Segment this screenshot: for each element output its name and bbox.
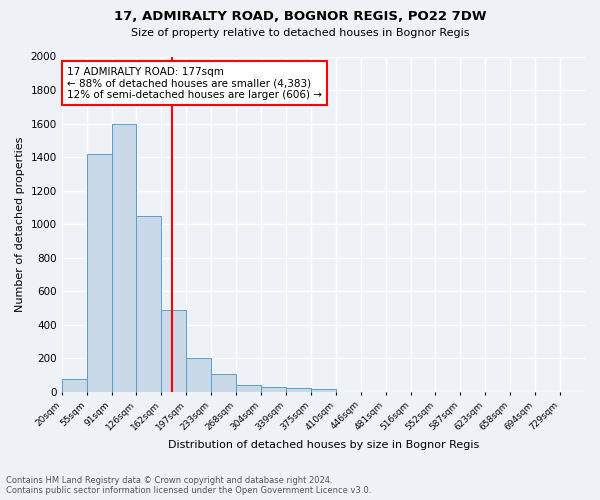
Text: Size of property relative to detached houses in Bognor Regis: Size of property relative to detached ho… (131, 28, 469, 38)
Bar (112, 124, 136, 392)
X-axis label: Distribution of detached houses by size in Bognor Regis: Distribution of detached houses by size … (168, 440, 479, 450)
Bar (236, 385, 261, 392)
Text: 17, ADMIRALTY ROAD, BOGNOR REGIS, PO22 7DW: 17, ADMIRALTY ROAD, BOGNOR REGIS, PO22 7… (114, 10, 486, 23)
Bar (211, 374, 236, 392)
Bar (86, 154, 112, 392)
Bar (161, 310, 186, 392)
Y-axis label: Number of detached properties: Number of detached properties (15, 136, 25, 312)
Bar (62, 378, 86, 392)
Bar (186, 358, 211, 392)
Text: 17 ADMIRALTY ROAD: 177sqm
← 88% of detached houses are smaller (4,383)
12% of se: 17 ADMIRALTY ROAD: 177sqm ← 88% of detac… (67, 66, 322, 100)
Bar (286, 388, 311, 392)
Bar (261, 387, 286, 392)
Bar (311, 389, 336, 392)
Bar (136, 216, 161, 392)
Text: Contains HM Land Registry data © Crown copyright and database right 2024.
Contai: Contains HM Land Registry data © Crown c… (6, 476, 371, 495)
